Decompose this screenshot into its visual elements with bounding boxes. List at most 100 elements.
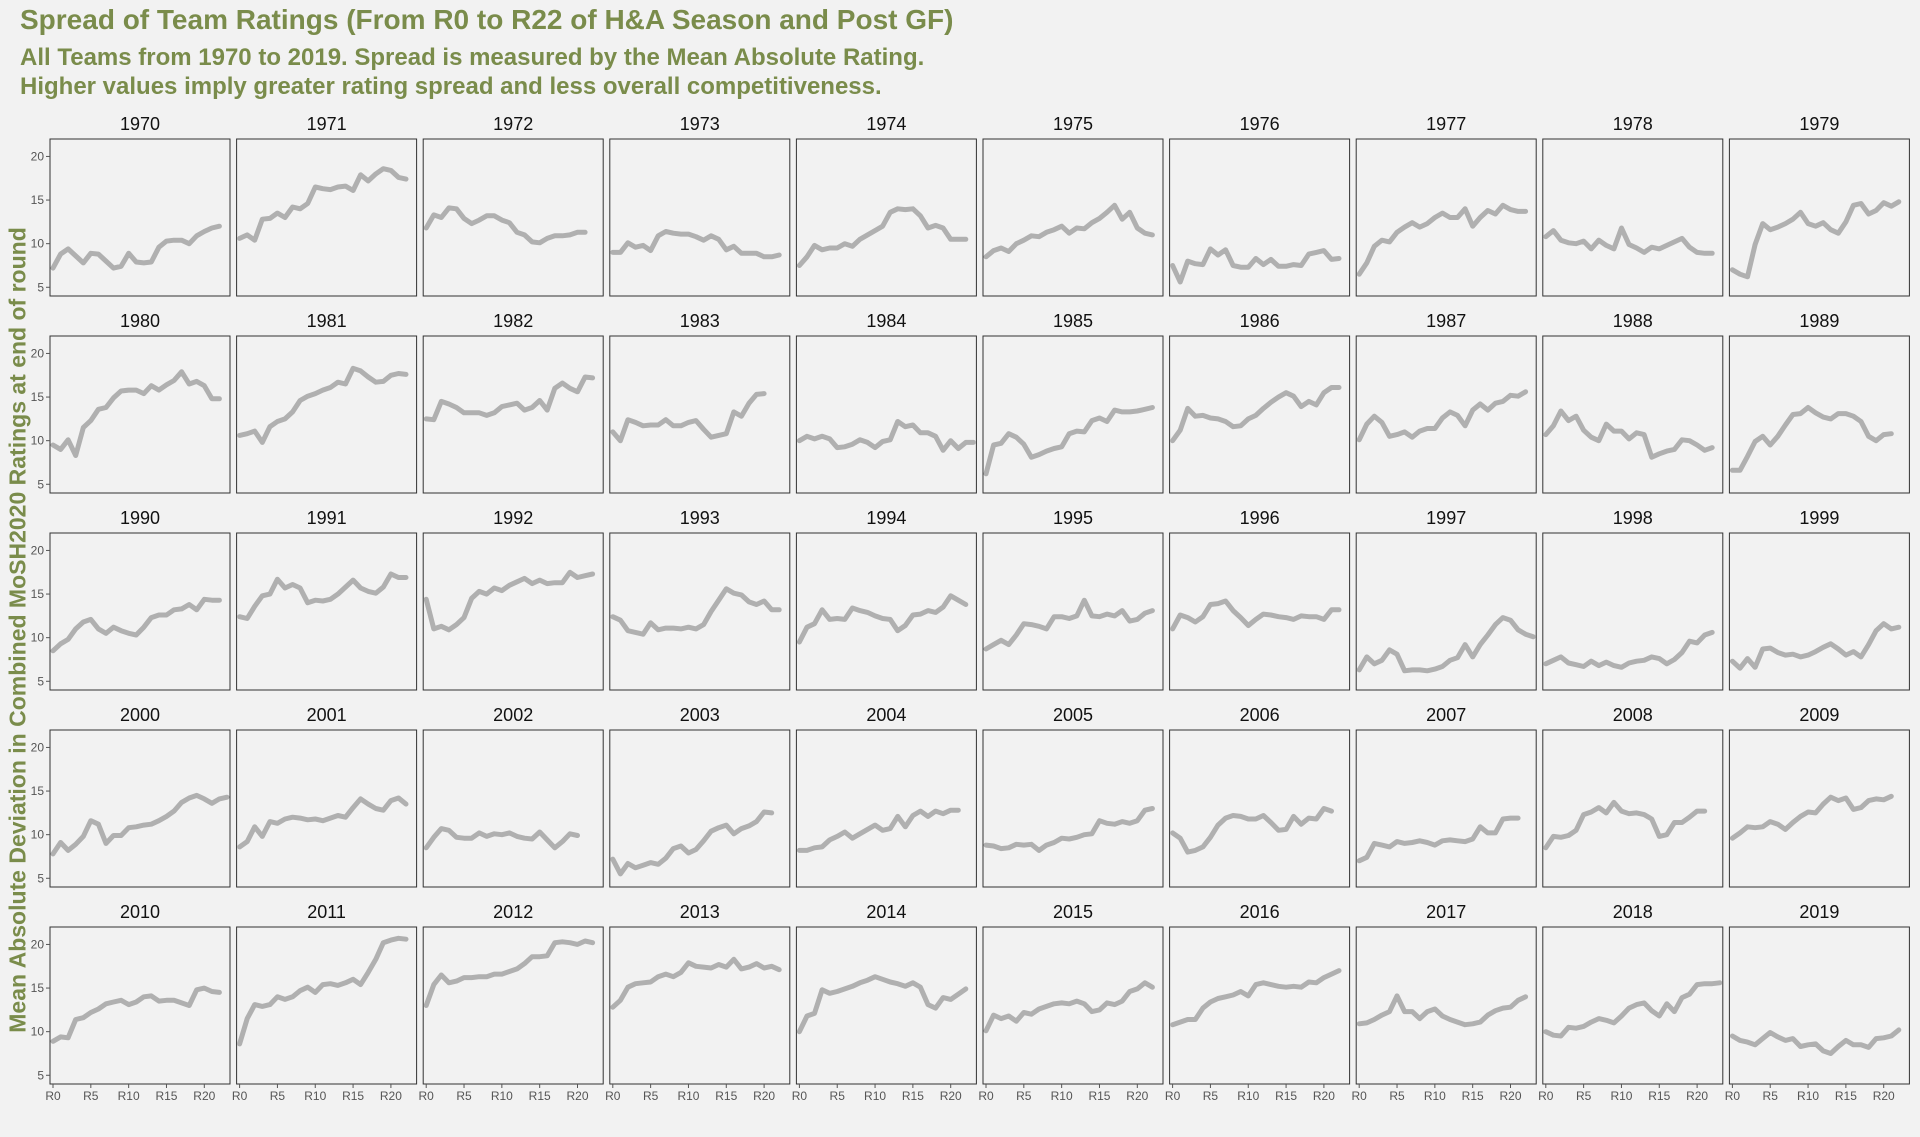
x-tick-label-2016-R15: R15 — [1275, 1089, 1297, 1103]
panel-title-1972: 1972 — [493, 114, 533, 134]
x-tick-label-2015-R0: R0 — [978, 1089, 994, 1103]
panel-title-1990: 1990 — [120, 508, 160, 528]
x-tick-label-2015-R20: R20 — [1126, 1089, 1148, 1103]
panel-title-1986: 1986 — [1240, 311, 1280, 331]
panel-title-1989: 1989 — [1799, 311, 1839, 331]
panel-frame-2010 — [49, 926, 231, 1085]
y-tick-label-1970-15: 15 — [31, 193, 45, 207]
series-line-2002 — [423, 826, 580, 851]
panel-frame-2013 — [609, 926, 791, 1085]
series-line-1993 — [610, 586, 782, 637]
series-line-1971 — [237, 166, 409, 243]
panel-frame-2012 — [422, 926, 604, 1085]
series-line-1989 — [1729, 405, 1894, 473]
series-line-1985 — [983, 405, 1155, 477]
panel-title-2012: 2012 — [493, 902, 533, 922]
panel-frame-1984 — [795, 335, 977, 494]
panel-frame-1976 — [1169, 138, 1351, 297]
panel-title-1979: 1979 — [1799, 114, 1839, 134]
y-tick-label-1990-20: 20 — [31, 543, 45, 557]
series-line-1994 — [796, 593, 969, 645]
x-tick-label-2014-R0: R0 — [792, 1089, 808, 1103]
panel-frame-2003 — [609, 729, 791, 888]
series-line-2003 — [610, 809, 775, 877]
panel-frame-1982 — [422, 335, 604, 494]
y-tick-label-1970-5: 5 — [37, 280, 44, 294]
series-line-2011 — [237, 935, 409, 1047]
x-tick-label-2013-R15: R15 — [715, 1089, 737, 1103]
panel-title-1977: 1977 — [1426, 114, 1466, 134]
series-line-1995 — [983, 597, 1155, 652]
panel-frame-2004 — [795, 729, 977, 888]
y-tick-label-2010-5: 5 — [37, 1068, 44, 1082]
series-line-2009 — [1729, 793, 1894, 841]
x-tick-label-2013-R0: R0 — [605, 1089, 621, 1103]
series-line-2010 — [50, 985, 222, 1044]
series-line-2000 — [50, 792, 230, 857]
y-tick-label-2000-10: 10 — [31, 828, 45, 842]
series-line-2014 — [796, 974, 969, 1035]
x-tick-label-2012-R15: R15 — [529, 1089, 551, 1103]
x-tick-label-2015-R5: R5 — [1016, 1089, 1032, 1103]
series-line-1981 — [237, 365, 409, 445]
series-line-1975 — [983, 202, 1155, 260]
panel-title-2002: 2002 — [493, 705, 533, 725]
panel-title-2015: 2015 — [1053, 902, 1093, 922]
panel-title-1992: 1992 — [493, 508, 533, 528]
panel-title-1978: 1978 — [1613, 114, 1653, 134]
x-tick-label-2017-R5: R5 — [1389, 1089, 1405, 1103]
panel-frame-2008 — [1542, 729, 1724, 888]
chart-title: Spread of Team Ratings (From R0 to R22 o… — [20, 4, 954, 35]
panel-title-2008: 2008 — [1613, 705, 1653, 725]
panel-frame-2005 — [982, 729, 1164, 888]
x-tick-label-2010-R20: R20 — [193, 1089, 215, 1103]
panel-frame-1995 — [982, 532, 1164, 691]
y-tick-label-1990-15: 15 — [31, 587, 45, 601]
panel-frame-2014 — [795, 926, 977, 1085]
panel-title-1987: 1987 — [1426, 311, 1466, 331]
panel-frame-2001 — [236, 729, 418, 888]
y-tick-label-1980-15: 15 — [31, 390, 45, 404]
series-line-2007 — [1356, 815, 1521, 864]
series-line-1986 — [1170, 385, 1342, 444]
series-line-2005 — [983, 806, 1155, 853]
panel-title-2014: 2014 — [866, 902, 906, 922]
panel-title-1991: 1991 — [307, 508, 347, 528]
x-tick-label-2011-R15: R15 — [342, 1089, 364, 1103]
series-line-1990 — [50, 596, 222, 654]
panel-title-1995: 1995 — [1053, 508, 1093, 528]
panel-title-2017: 2017 — [1426, 902, 1466, 922]
y-tick-label-2000-15: 15 — [31, 784, 45, 798]
y-tick-label-1980-10: 10 — [31, 434, 45, 448]
series-line-2015 — [983, 980, 1155, 1034]
x-tick-label-2011-R0: R0 — [232, 1089, 248, 1103]
panel-frame-1992 — [422, 532, 604, 691]
panel-frame-1979 — [1728, 138, 1910, 297]
panel-title-2005: 2005 — [1053, 705, 1093, 725]
panel-title-2013: 2013 — [680, 902, 720, 922]
panel-title-1973: 1973 — [680, 114, 720, 134]
series-line-2017 — [1356, 993, 1529, 1028]
panel-frame-1988 — [1542, 335, 1724, 494]
panel-title-1976: 1976 — [1240, 114, 1280, 134]
panel-frame-1972 — [422, 138, 604, 297]
panel-title-2007: 2007 — [1426, 705, 1466, 725]
x-tick-label-2012-R20: R20 — [566, 1089, 588, 1103]
panel-frame-1970 — [49, 138, 231, 297]
series-line-1973 — [610, 229, 782, 260]
chart-subtitle-line-1: All Teams from 1970 to 2019. Spread is m… — [20, 44, 925, 71]
series-line-1991 — [237, 571, 409, 621]
series-line-1998 — [1543, 629, 1715, 670]
series-line-1970 — [50, 223, 222, 271]
x-tick-label-2014-R20: R20 — [940, 1089, 962, 1103]
panel-title-1997: 1997 — [1426, 508, 1466, 528]
x-tick-label-2013-R10: R10 — [677, 1089, 699, 1103]
panel-title-1971: 1971 — [307, 114, 347, 134]
panel-frame-2006 — [1169, 729, 1351, 888]
x-tick-label-2011-R20: R20 — [380, 1089, 402, 1103]
panel-title-2004: 2004 — [866, 705, 906, 725]
panel-title-1983: 1983 — [680, 311, 720, 331]
x-tick-label-2019-R20: R20 — [1873, 1089, 1895, 1103]
series-line-1978 — [1543, 225, 1715, 256]
panel-title-1982: 1982 — [493, 311, 533, 331]
